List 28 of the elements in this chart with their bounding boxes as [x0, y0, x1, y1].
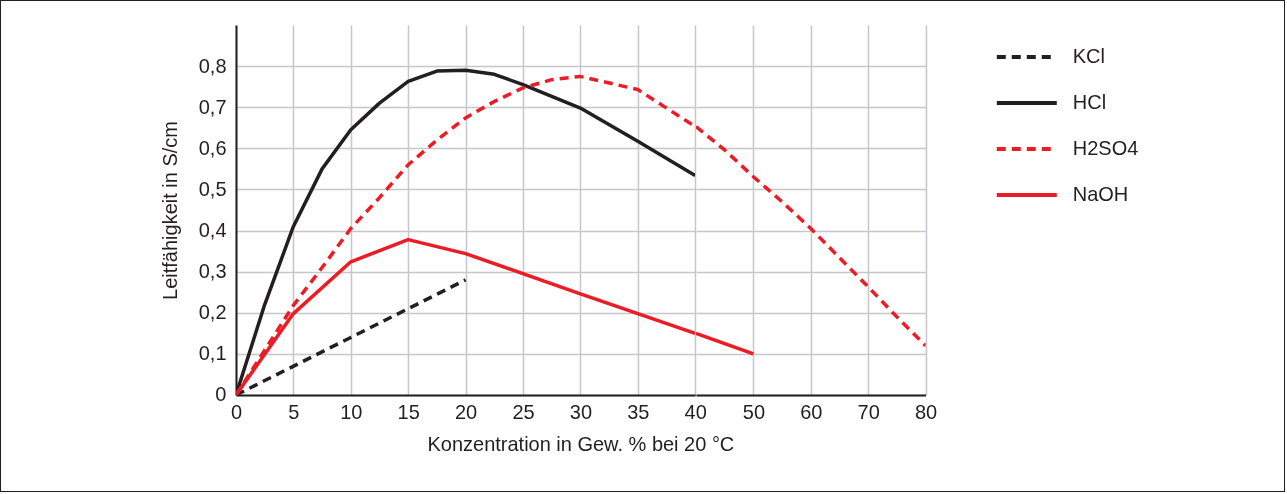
- y-tick-label: 0,4: [198, 219, 227, 242]
- x-tick-label: 40: [684, 401, 707, 424]
- y-tick-label: 0,5: [198, 177, 227, 200]
- legend-label: NaOH: [1072, 183, 1129, 205]
- y-tick-label: 0,7: [198, 95, 227, 118]
- x-tick-label: 20: [454, 401, 478, 424]
- x-tick-label: 60: [800, 401, 823, 424]
- y-tick-label: 0,8: [198, 54, 227, 77]
- x-tick-label: 25: [512, 401, 535, 424]
- legend-label: HCl: [1072, 91, 1107, 113]
- x-tick-label: 5: [288, 401, 300, 424]
- y-tick-label: 0: [215, 383, 227, 406]
- x-tick-label: 70: [857, 401, 880, 424]
- x-tick-label: 80: [914, 401, 938, 424]
- x-tick-label: 30: [569, 401, 592, 424]
- y-tick-label: 0,2: [198, 301, 227, 324]
- y-axis-title: Leitfähigkeit in S/cm: [158, 121, 181, 300]
- x-tick-label: 50: [742, 401, 765, 424]
- x-tick-label: 0: [230, 401, 243, 424]
- x-tick-label: 35: [627, 401, 650, 424]
- x-tick-label: 10: [340, 401, 363, 424]
- x-axis-title: Konzentration in Gew. % bei 20 °C: [427, 433, 735, 456]
- y-tick-label: 0,6: [198, 136, 227, 159]
- y-tick-label: 0,1: [198, 342, 227, 365]
- legend-label: H2SO4: [1072, 137, 1139, 159]
- x-tick-label: 15: [397, 401, 420, 424]
- y-tick-label: 0,3: [198, 260, 227, 283]
- legend-label: KCl: [1072, 45, 1105, 67]
